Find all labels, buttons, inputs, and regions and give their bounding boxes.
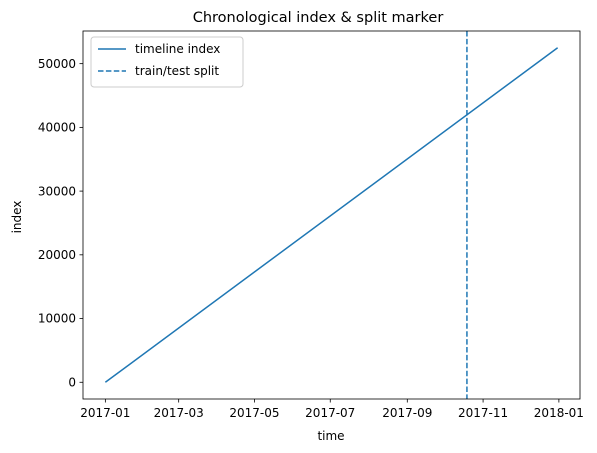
chart-title: Chronological index & split marker xyxy=(193,10,444,26)
legend-label-1: train/test split xyxy=(135,64,219,78)
legend: timeline index train/test split xyxy=(90,36,244,88)
y-tick-label-2: 20000 xyxy=(38,248,76,262)
x-tick-label-6: 2018-01 xyxy=(534,406,584,420)
y-tick-label-5: 50000 xyxy=(38,57,76,71)
y-tick-label-1: 10000 xyxy=(38,312,76,326)
y-axis-label: index xyxy=(10,201,24,234)
x-tick-label-5: 2017-11 xyxy=(458,406,508,420)
y-tick-label-3: 30000 xyxy=(38,184,76,198)
x-tick-label-1: 2017-03 xyxy=(154,406,204,420)
x-axis-label: time xyxy=(317,429,344,443)
legend-box xyxy=(90,36,244,88)
x-tick-label-0: 2017-01 xyxy=(80,406,130,420)
y-tick-label-4: 40000 xyxy=(38,121,76,135)
plot-frame xyxy=(82,30,581,400)
y-tick-label-0: 0 xyxy=(68,375,76,389)
x-tick-label-3: 2017-07 xyxy=(305,406,355,420)
series-line-0 xyxy=(104,47,559,383)
x-tick-label-2: 2017-05 xyxy=(229,406,279,420)
x-tick-label-4: 2017-09 xyxy=(382,406,432,420)
plot-area: 2017-01 2017-03 2017-05 2017-07 2017-09 2017-… xyxy=(38,30,584,420)
legend-label-0: timeline index xyxy=(135,42,220,56)
